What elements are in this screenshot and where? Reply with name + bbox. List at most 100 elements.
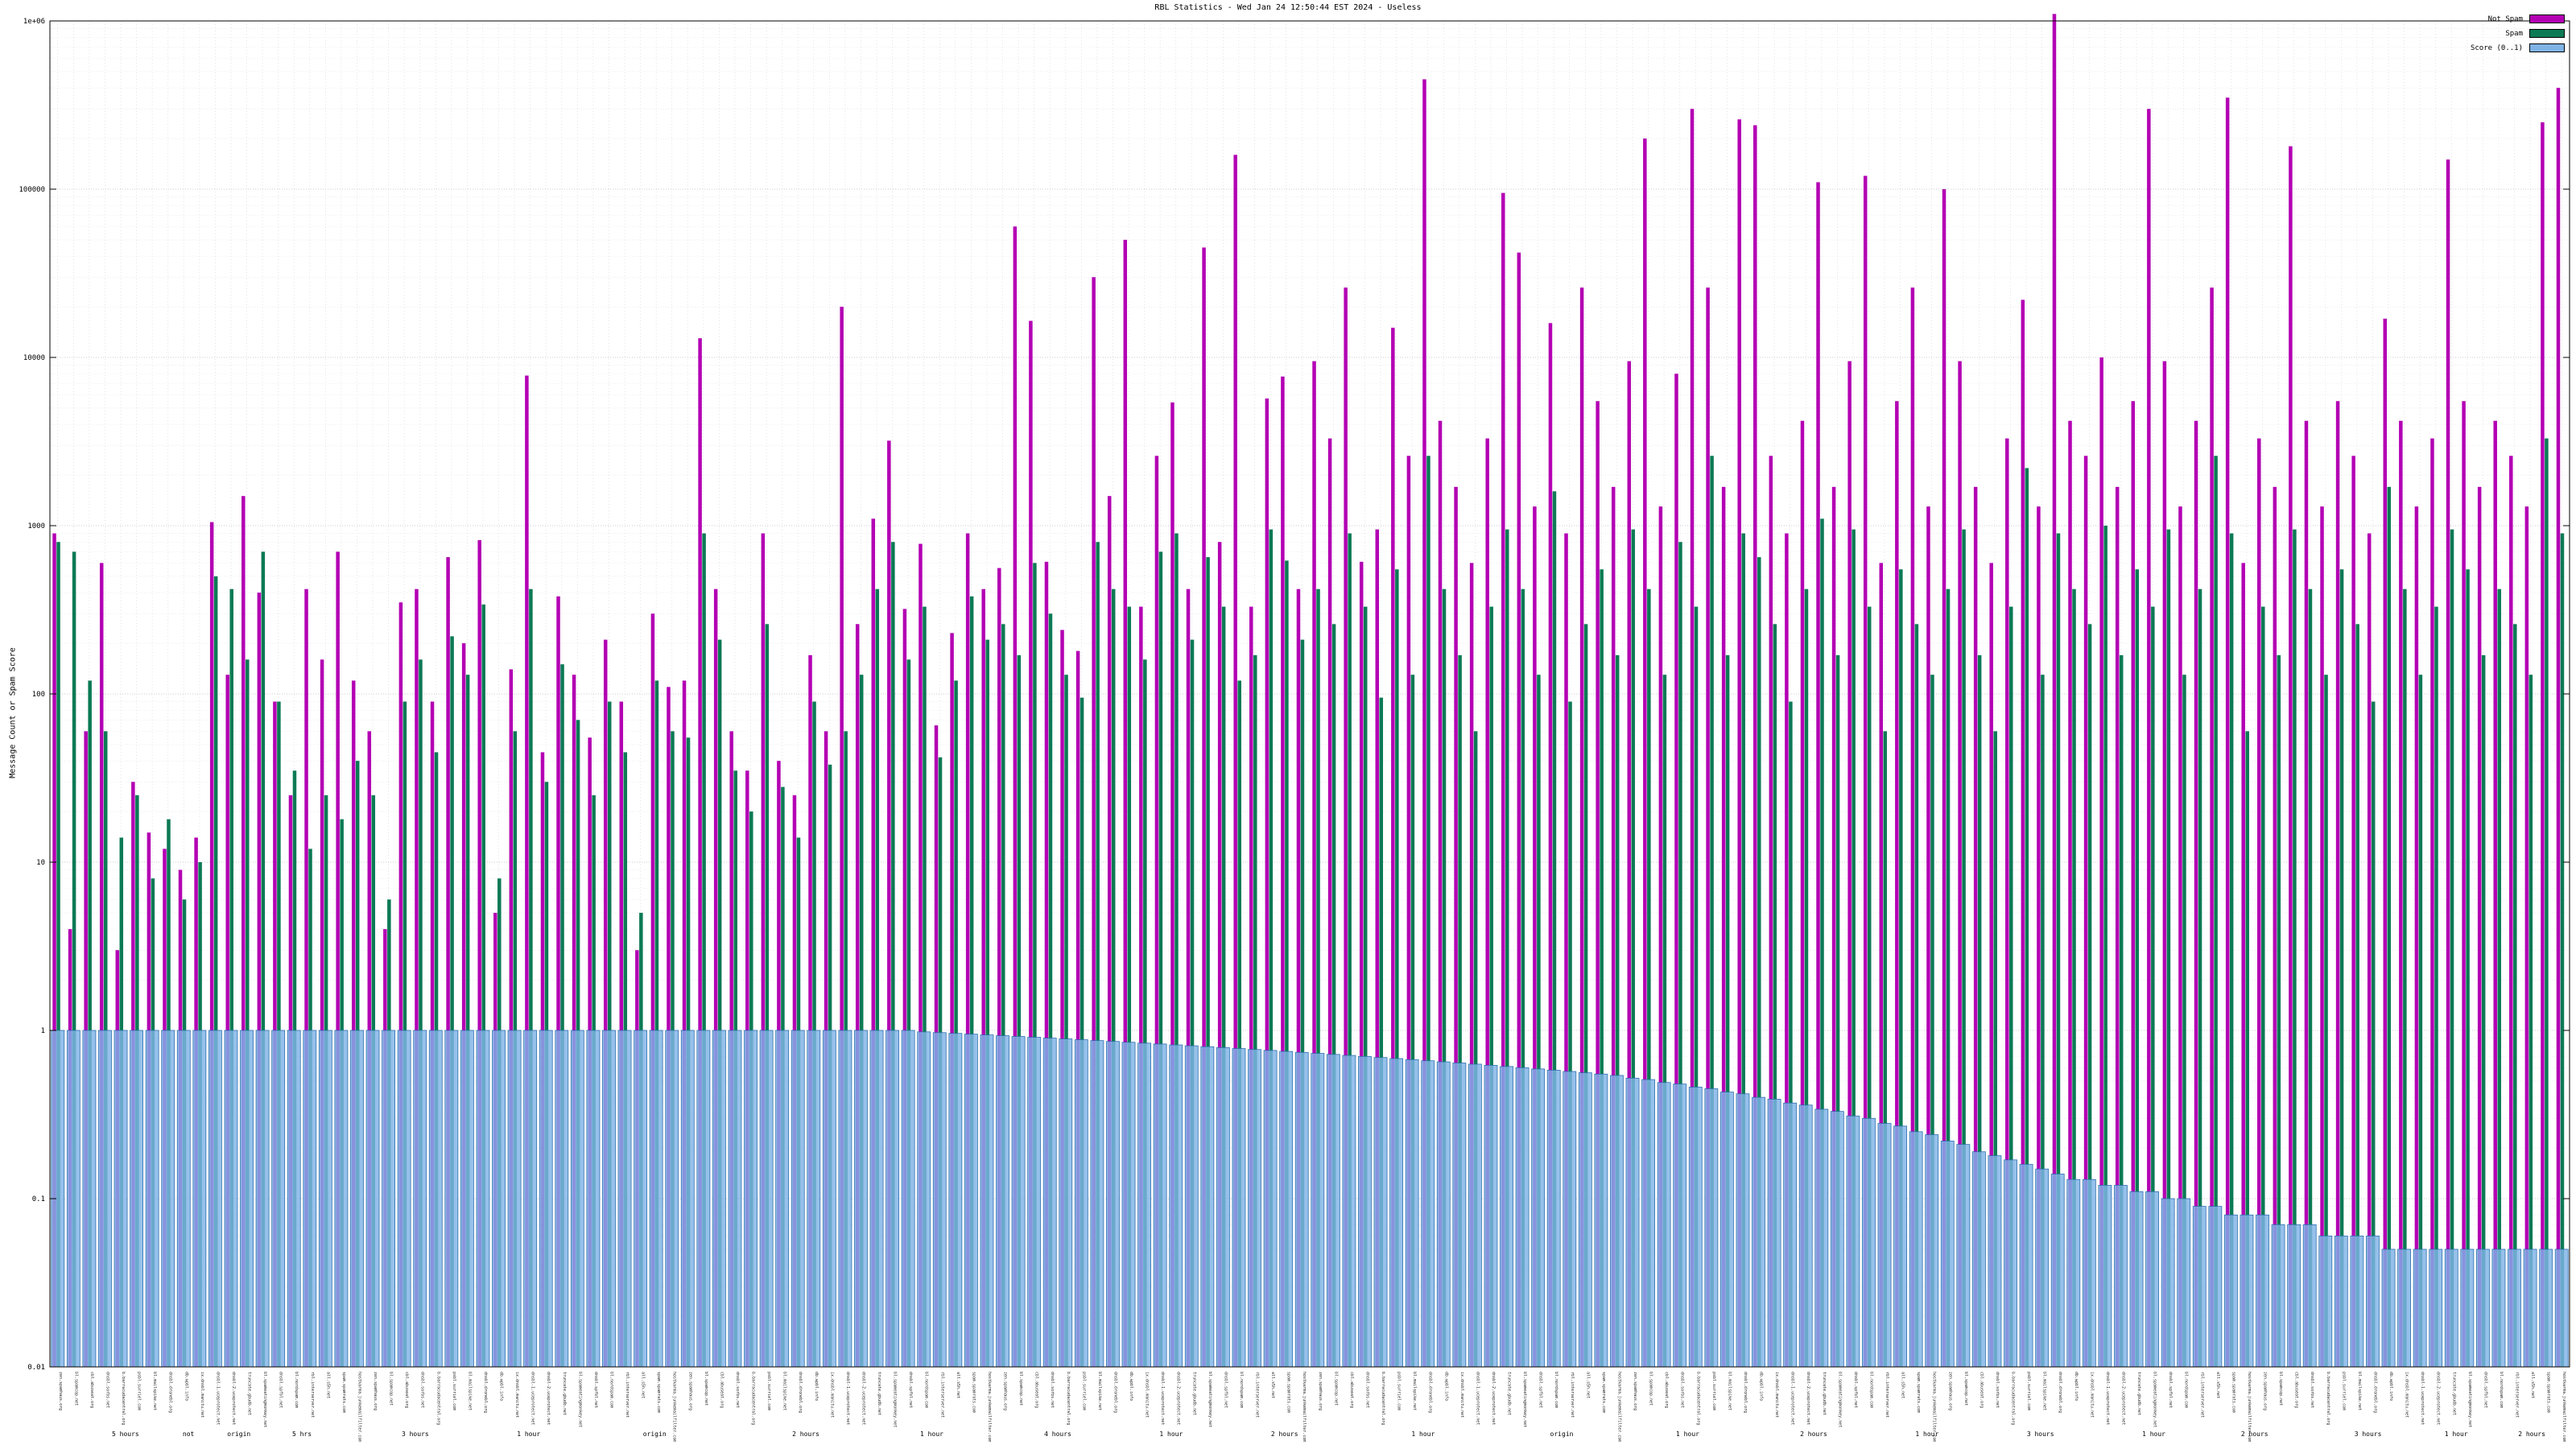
bar-notspam xyxy=(1359,561,1364,1367)
bar-score xyxy=(2491,1249,2506,1368)
bar-spam xyxy=(1426,456,1430,1368)
x-tick-label: bl.mailspike.net xyxy=(1727,1372,1732,1410)
bar-notspam xyxy=(1564,533,1568,1368)
x-tick-label: dnsbl.dronebl.org xyxy=(168,1372,173,1413)
bar-notspam xyxy=(1075,650,1080,1367)
x-tick-label: psbl.surriel.com xyxy=(452,1372,456,1410)
bar-score xyxy=(1594,1073,1608,1368)
bar-score xyxy=(145,1030,159,1368)
bar-spam xyxy=(702,533,706,1368)
bar-score xyxy=(2035,1168,2050,1368)
x-tick-label: dnsbl-2.uceprotect.net xyxy=(2120,1372,2125,1425)
bar-score xyxy=(1940,1141,1955,1368)
bar-spam xyxy=(1710,456,1714,1368)
x-tick-label: dnsbl-2.uceprotect.net xyxy=(546,1372,551,1425)
bar-score xyxy=(507,1030,522,1368)
bar-notspam xyxy=(2194,420,2198,1367)
x-tick-label: dnsbl.sorbs.net xyxy=(1995,1372,2000,1408)
legend-item-spam: Spam xyxy=(2505,29,2565,38)
bar-score xyxy=(1531,1068,1546,1368)
x-tick-label: cbl.abuseat.org xyxy=(719,1372,724,1408)
x-tick-label: spam.spamrats.com xyxy=(2231,1372,2235,1413)
bar-notspam xyxy=(1879,563,1884,1367)
bar-notspam xyxy=(2414,506,2419,1368)
x-tick-label: rbl.interserver.net xyxy=(1885,1372,1889,1418)
x-tick-label: bl.spameatingmonkey.net xyxy=(577,1372,582,1427)
x-tick-label: rbl.interserver.net xyxy=(625,1372,630,1418)
bar-spam xyxy=(56,542,60,1368)
x-tick-label: zen.spamhaus.org xyxy=(373,1372,378,1410)
bar-spam xyxy=(1552,491,1557,1368)
y-tick-labels: 0.01 0.1 1 10 100 1000 10000 100000 1e+06 xyxy=(19,18,2570,1372)
bar-notspam xyxy=(1910,287,1915,1368)
bar-score xyxy=(886,1030,899,1368)
x-tick-label: db.wpbl.info xyxy=(2074,1372,2079,1401)
bar-spam xyxy=(1048,613,1053,1367)
bar-score xyxy=(1059,1038,1073,1368)
x-tick-label: bl.spameatingmonkey.net xyxy=(1837,1372,1842,1427)
x-tick-label: psbl.surriel.com xyxy=(2026,1372,2031,1410)
bar-score xyxy=(1877,1123,1892,1368)
x-tick-label: spam.spamrats.com xyxy=(1286,1372,1291,1413)
bar-score xyxy=(728,1030,742,1368)
bar-spam xyxy=(2497,588,2501,1367)
bar-notspam xyxy=(2524,506,2529,1368)
bar-spam xyxy=(1662,675,1667,1367)
bar-notspam xyxy=(242,496,246,1367)
bar-spam xyxy=(2387,486,2392,1367)
spam-swatch-icon xyxy=(2529,29,2565,38)
bar-notspam xyxy=(1895,401,1899,1368)
bar-notspam xyxy=(1029,320,1033,1367)
bar-spam xyxy=(923,606,927,1367)
x-tick-label: dnsbl.dronebl.org xyxy=(1743,1372,1748,1413)
bar-spam xyxy=(2166,529,2171,1367)
bar-score xyxy=(1846,1115,1860,1368)
x-group-label: 5 hours xyxy=(112,1430,139,1438)
bar-notspam xyxy=(2099,357,2103,1367)
bar-score xyxy=(2208,1206,2223,1368)
x-tick-label: bl.spameatingmonkey.net xyxy=(1522,1372,1527,1427)
bar-score xyxy=(287,1030,301,1368)
bar-spam xyxy=(1583,624,1588,1367)
x-tick-label: zen.spamhaus.org xyxy=(2263,1372,2268,1410)
x-tick-label: dnsbl-1.uceprotect.net xyxy=(530,1372,535,1425)
bar-score xyxy=(712,1030,726,1368)
x-tick-label: db.wpbl.info xyxy=(1443,1372,1448,1401)
x-tick-label: truncate.gbudb.net xyxy=(877,1372,881,1415)
bar-spam xyxy=(1143,659,1147,1367)
y-tick-label: 0.01 xyxy=(27,1364,45,1372)
x-tick-label: bl.mailspike.net xyxy=(1412,1372,1417,1410)
bar-score xyxy=(2554,1249,2569,1368)
x-tick-label: dnsbl-1.uceprotect.net xyxy=(1160,1372,1165,1425)
bar-score xyxy=(1862,1117,1876,1368)
bar-score xyxy=(2129,1191,2144,1368)
bar-score xyxy=(130,1030,143,1368)
bar-spam xyxy=(891,542,895,1368)
bar-spam xyxy=(2198,588,2202,1367)
bar-notspam xyxy=(1233,155,1237,1368)
x-tick-label: all.s5h.net xyxy=(1901,1372,1905,1398)
bar-spam xyxy=(1127,606,1132,1367)
bar-spam xyxy=(2324,675,2328,1367)
bar-notspam xyxy=(902,609,907,1367)
x-tick-label: truncate.gbudb.net xyxy=(2451,1372,2456,1415)
x-tick-label: dnsbl-2.uceprotect.net xyxy=(861,1372,865,1425)
x-tick-label: bl.mailspike.net xyxy=(467,1372,472,1410)
bar-score xyxy=(1468,1063,1482,1368)
bar-score xyxy=(2240,1214,2254,1368)
legend-item-notspam: Not Spam xyxy=(2488,14,2565,23)
bar-spam xyxy=(261,551,266,1367)
bar-score xyxy=(901,1030,915,1368)
x-tick-label: psbl.surriel.com xyxy=(137,1372,142,1410)
x-group-label: 2 hours xyxy=(792,1430,819,1438)
bar-notspam xyxy=(2225,97,2230,1367)
bar-spam xyxy=(1757,557,1761,1367)
legend: Not Spam Spam Score (0..1) xyxy=(2471,14,2565,52)
bar-score xyxy=(1484,1064,1498,1368)
bar-spam xyxy=(1741,533,1745,1368)
x-tick-label: cbl.abuseat.org xyxy=(1349,1372,1354,1408)
bar-score xyxy=(1279,1051,1294,1368)
bar-score xyxy=(1121,1042,1136,1368)
x-tick-label: rbl.interserver.net xyxy=(310,1372,315,1418)
x-tick-label: b.barracudacentral.org xyxy=(1381,1372,1385,1425)
